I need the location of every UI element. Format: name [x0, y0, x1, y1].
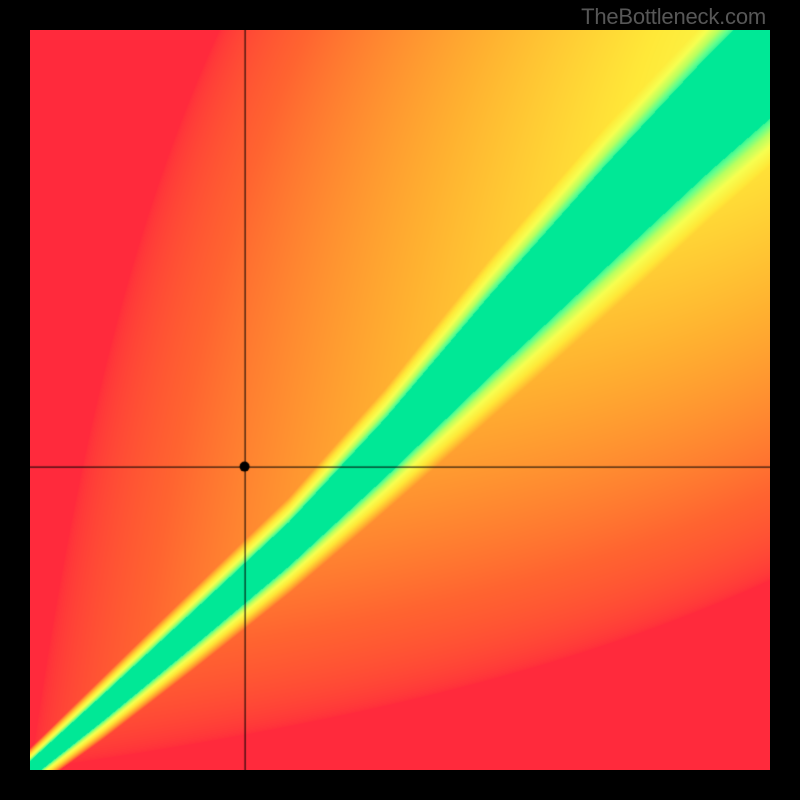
watermark-text: TheBottleneck.com	[581, 4, 766, 30]
bottleneck-heatmap	[30, 30, 770, 770]
chart-frame	[30, 30, 770, 770]
